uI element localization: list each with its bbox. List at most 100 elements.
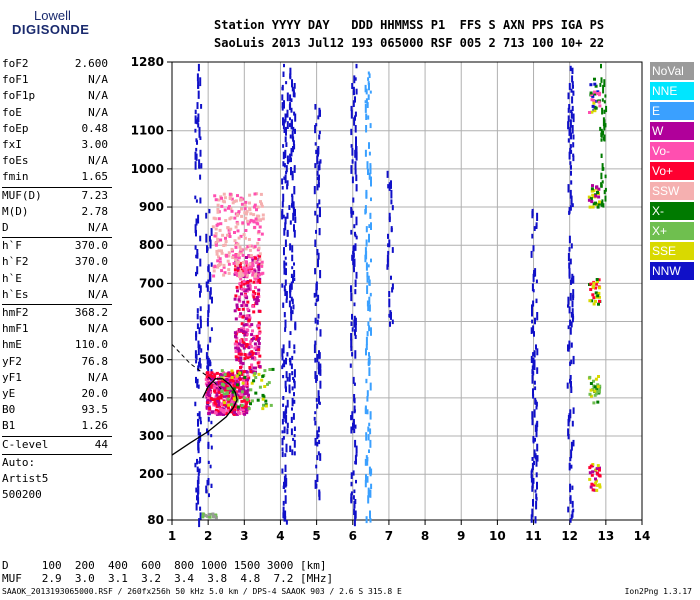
echo-point [365,226,368,233]
echo-point [251,258,255,262]
echo-point [390,226,393,233]
echo-point [261,407,265,411]
echo-point [596,90,600,94]
echo-point [262,395,266,399]
echo-point [245,264,249,268]
echo-point [600,128,603,138]
echo-point [600,201,603,207]
echo-point [227,205,231,209]
echo-point [260,232,264,236]
echo-point [207,381,211,385]
echo-point [242,396,246,400]
echo-point [570,464,573,469]
echo-point [284,413,287,422]
echo-point [594,286,597,290]
echo-point [314,317,317,324]
echo-point [590,482,594,486]
echo-point [285,357,287,365]
echo-point [208,388,212,392]
echo-point [568,268,571,277]
echo-point [213,373,217,377]
echo-point [210,371,214,375]
echo-point [256,324,260,327]
echo-point [216,259,220,263]
echo-point [259,200,262,204]
echo-point [196,266,199,275]
echo-point [365,336,368,346]
echo-point [229,389,233,392]
echo-point [293,426,296,431]
echo-point [351,327,354,332]
echo-point [227,251,231,255]
echo-point [256,248,260,252]
echo-point [590,189,594,193]
echo-point [258,218,262,222]
echo-point [531,457,534,461]
echo-point [210,262,213,267]
echo-point [532,273,535,282]
echo-point [258,385,262,389]
echo-point [294,113,297,122]
echo-point [368,279,371,286]
echo-point [197,113,200,123]
echo-point [571,75,574,83]
echo-point [288,205,291,210]
echo-point [568,262,571,269]
echo-point [317,178,320,185]
echo-point [245,332,249,336]
echo-point [595,467,599,471]
echo-point [257,288,261,292]
echo-point [589,197,593,201]
echo-point [350,285,352,293]
echo-point [236,380,240,384]
echo-point [284,489,287,493]
echo-point [281,430,284,434]
echo-point [238,272,242,276]
echo-point [232,262,236,265]
echo-point [219,412,222,416]
echo-point [282,71,285,77]
echo-point [536,212,539,221]
echo-point [231,390,235,394]
echo-point [233,410,237,414]
echo-point [244,261,248,264]
echo-point [351,352,354,357]
echo-point [288,300,291,308]
echo-point [284,327,287,332]
echo-point [291,355,294,360]
echo-point [217,249,221,253]
echo-point [293,165,296,173]
param-row: h`Es N/A [2,287,108,303]
echo-point [235,303,239,307]
y-tick-label: 200 [139,467,164,481]
echo-point [209,464,212,469]
echo-point [236,349,240,353]
echo-point [197,81,200,89]
param-value: 2.600 [74,57,108,70]
echo-point [284,239,287,247]
echo-point [366,396,369,402]
echo-point [235,306,239,310]
echo-point [389,321,391,327]
param-row: foF2 2.600 [2,56,108,72]
param-value: 1.65 [81,170,109,184]
echo-point [292,207,295,213]
echo-point [535,493,538,499]
echo-point [354,168,357,175]
echo-point [225,392,229,395]
echo-point [248,352,252,356]
echo-point [365,125,368,133]
echo-point [591,463,595,466]
echo-point [260,378,264,382]
echo-point [198,159,201,169]
echo-point [199,420,202,425]
echo-point [245,275,249,279]
echo-point [534,516,537,524]
echo-point [364,205,367,214]
echo-point [199,291,201,298]
echo-point [314,411,317,415]
echo-point [590,98,594,102]
echo-point [568,306,571,314]
y-tick-label: 80 [147,513,164,527]
echo-point [354,125,357,133]
